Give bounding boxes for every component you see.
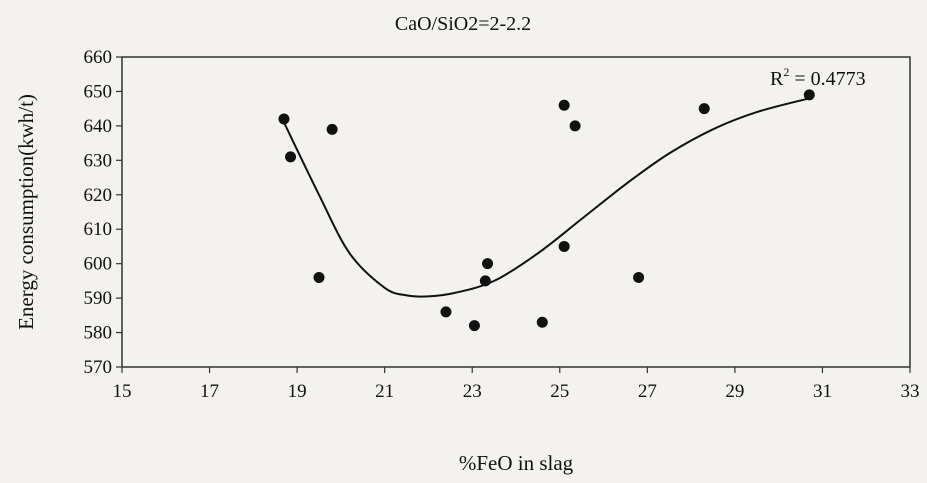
x-tick-label: 17 <box>200 381 219 402</box>
y-tick-label: 590 <box>84 288 113 309</box>
y-tick-label: 620 <box>84 185 113 206</box>
y-tick-label: 650 <box>84 81 113 102</box>
r-squared-value: = 0.4773 <box>789 68 865 90</box>
data-point <box>569 120 581 132</box>
x-tick-label: 25 <box>550 381 569 402</box>
x-axis-title: %FeO in slag <box>459 451 574 475</box>
x-tick-label: 15 <box>113 381 132 402</box>
data-point <box>803 89 815 101</box>
data-point <box>558 240 570 252</box>
data-point <box>558 99 570 111</box>
y-tick-label: 630 <box>84 150 113 171</box>
y-tick-label: 600 <box>84 254 113 275</box>
r-squared-annotation: R2 = 0.4773 <box>770 65 866 90</box>
data-point <box>326 123 338 135</box>
x-tick-label: 21 <box>375 381 394 402</box>
x-tick-label: 23 <box>463 381 482 402</box>
y-axis: 570 580 590 600 610 620 630 640 650 660 <box>84 47 122 378</box>
points-layer <box>278 89 815 332</box>
data-point <box>698 103 710 115</box>
x-tick-label: 29 <box>725 381 744 402</box>
r-squared-label: R <box>770 68 784 90</box>
data-point <box>633 271 645 283</box>
x-tick-label: 27 <box>638 381 657 402</box>
chart-title: CaO/SiO2=2-2.2 <box>395 13 531 35</box>
data-point <box>536 316 548 328</box>
y-tick-label: 640 <box>84 116 113 137</box>
data-point <box>468 320 480 332</box>
plot-area <box>121 56 911 368</box>
y-tick-label: 580 <box>84 323 113 344</box>
r-squared-exponent: 2 <box>783 65 789 79</box>
data-point <box>482 258 494 270</box>
y-axis-title: Energy consumption(kwh/t) <box>14 94 38 330</box>
y-tick-label: 610 <box>84 219 113 240</box>
data-point <box>285 151 297 163</box>
x-axis: 15 17 19 21 23 25 27 29 31 33 <box>113 367 920 402</box>
trendline <box>283 97 810 298</box>
data-point <box>278 113 290 125</box>
x-tick-label: 19 <box>288 381 307 402</box>
trendline-layer <box>283 97 810 298</box>
data-point <box>313 271 325 283</box>
x-tick-label: 33 <box>901 381 920 402</box>
y-tick-label: 660 <box>84 47 113 68</box>
y-tick-label: 570 <box>84 357 113 378</box>
data-point <box>479 275 491 287</box>
data-point <box>440 306 452 318</box>
x-tick-label: 31 <box>813 381 832 402</box>
